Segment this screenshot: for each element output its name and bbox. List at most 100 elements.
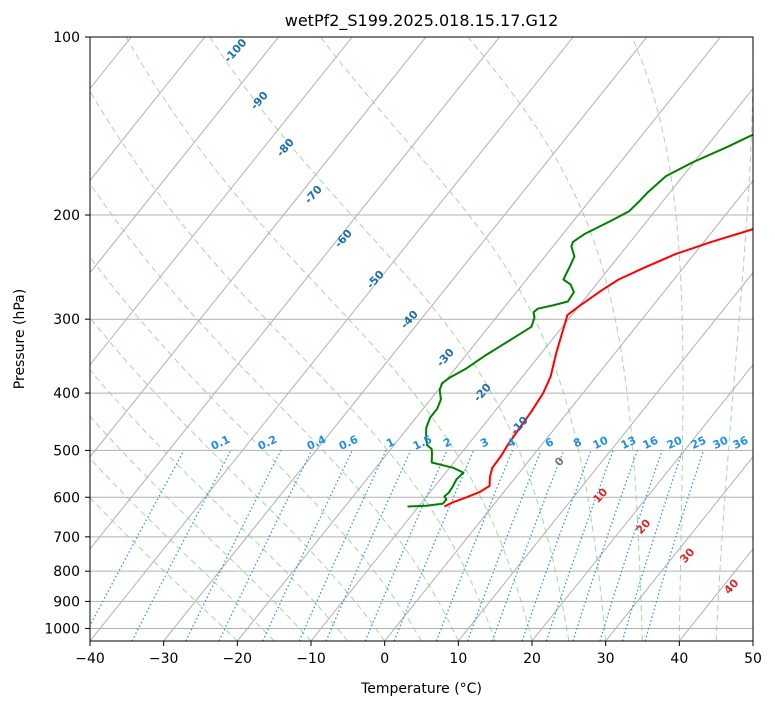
moist-adiabat-line: [90, 256, 422, 641]
x-tick-label: −30: [149, 651, 179, 667]
adiabat-labels: -100-90-80-70-60-50-40-30-20-10010203040…: [209, 36, 751, 597]
mixing-ratio-line: [90, 450, 185, 627]
isotherm-line: [90, 37, 279, 274]
mixing-ratio-line: [364, 450, 448, 641]
dry-adiabat-label: -20: [471, 381, 494, 405]
x-tick-label: −20: [223, 651, 253, 667]
mixing-ratio-lines: [90, 450, 704, 641]
mixing-ratio-label: 10: [591, 434, 611, 452]
moist-adiabat-line: [320, 37, 607, 641]
mixing-ratio-label: 36: [731, 434, 751, 452]
dry-adiabat-label: -80: [274, 136, 297, 160]
mixing-ratio-label: 2: [441, 435, 453, 450]
moist-adiabat-line: [90, 457, 275, 641]
mixing-ratio-line: [185, 450, 282, 641]
moist-adiabat-line: [209, 37, 570, 641]
isotherm-line: [0, 37, 58, 641]
isotherm-line: [236, 37, 721, 641]
isotherm-line: [531, 363, 753, 641]
mixing-ratio-label: 6: [543, 435, 556, 450]
y-tick-label: 300: [53, 312, 80, 328]
y-tick-label: 1000: [44, 621, 80, 637]
moist-adiabat-label: 10: [590, 485, 610, 505]
mixing-ratio-label: 13: [619, 434, 638, 452]
isotherm-line: [90, 37, 574, 641]
x-tick-label: 0: [380, 651, 389, 667]
mixing-ratio-label: 16: [641, 434, 661, 452]
mixing-ratio-line: [521, 450, 592, 641]
mixing-ratio-line: [298, 450, 387, 641]
isobar-gridlines: [90, 37, 753, 629]
moist-adiabat-line: [90, 182, 459, 641]
chart-title: wetPf2_S199.2025.018.15.17.G12: [285, 11, 559, 31]
plot-area: -100-90-80-70-60-50-40-30-20-10010203040…: [0, 36, 753, 641]
mixing-ratio-line: [621, 450, 684, 641]
x-tick-label: 30: [597, 651, 615, 667]
dry-adiabat-label: -50: [364, 268, 387, 292]
y-axis-label: Pressure (hPa): [12, 289, 28, 389]
x-tick-label: 10: [449, 651, 467, 667]
moist-adiabat-line: [90, 317, 386, 641]
plot-frame: [89, 36, 754, 642]
mixing-ratio-line: [572, 450, 638, 641]
isotherm-line: [310, 87, 753, 641]
y-tick-label: 900: [53, 594, 80, 610]
isotherm-line: [90, 37, 206, 182]
mixing-ratio-label: 0.1: [209, 433, 232, 453]
mixing-ratio-label: 20: [665, 434, 685, 452]
moist-adiabat-line: [90, 496, 238, 641]
x-tick-label: 40: [670, 651, 688, 667]
mixing-ratio-label: 25: [689, 434, 708, 452]
dry-adiabat-label: -30: [434, 346, 457, 370]
isotherm-line: [605, 456, 753, 641]
dry-adiabat-label: -60: [332, 227, 355, 251]
mixing-ratio-label: 1.5: [411, 433, 434, 453]
y-tick-label: 500: [53, 443, 80, 459]
y-tick-label: 600: [53, 490, 80, 506]
mixing-ratio-line: [435, 450, 514, 641]
dry-adiabat-label: -100: [221, 36, 249, 65]
mixing-ratio-line: [262, 450, 353, 641]
x-tick-label: 50: [744, 651, 762, 667]
y-tick-label: 800: [53, 564, 80, 580]
moist-adiabat-label: 20: [633, 516, 653, 536]
x-axis-label: Temperature (°C): [360, 681, 482, 697]
isotherm-line: [678, 548, 753, 641]
x-tick-label: 20: [523, 651, 541, 667]
moist-adiabat-line: [715, 37, 753, 641]
moist-adiabat-label: 40: [721, 576, 741, 596]
isotherm-line: [163, 37, 648, 641]
mixing-ratio-label: 0.2: [256, 433, 279, 453]
x-axis-ticks: −40 −30 −20 −10 0 10 20 30 40 50: [75, 641, 762, 667]
isotherm-line: [90, 37, 500, 550]
y-tick-label: 200: [53, 208, 80, 224]
y-tick-label: 100: [53, 30, 80, 46]
y-axis-ticks: 100 200 300 400 500 600 700 800 900 1000: [44, 30, 90, 637]
dry-adiabat-label: 0: [552, 454, 567, 469]
sounding-series: [407, 133, 753, 508]
moist-adiabat-line: [90, 369, 349, 641]
moist-adiabat-line: [90, 90, 496, 641]
x-tick-label: −10: [296, 651, 326, 667]
isotherm-line: [90, 37, 427, 458]
mixing-ratio-line: [644, 450, 704, 641]
isotherm-line: [752, 640, 753, 641]
moist-adiabat-line: [467, 37, 643, 641]
y-tick-label: 700: [53, 530, 80, 546]
mixing-ratio-line: [545, 450, 614, 641]
isotherm-line: [384, 179, 753, 641]
mixing-ratio-line: [599, 450, 663, 641]
x-tick-label: −40: [75, 651, 105, 667]
dewpoint-series-line: [407, 133, 753, 508]
mixing-ratio-line: [491, 450, 565, 641]
mixing-ratio-line: [393, 450, 475, 641]
y-tick-label: 400: [53, 386, 80, 402]
mixing-ratio-label: 8: [571, 435, 583, 450]
mixing-ratio-label: 30: [711, 434, 731, 452]
moist-adiabat-line: [125, 37, 533, 641]
isotherm-line: [457, 271, 753, 641]
dry-adiabat-label: -40: [398, 308, 421, 332]
moist-adiabat-line: [631, 37, 684, 641]
mixing-ratio-line: [466, 450, 542, 641]
